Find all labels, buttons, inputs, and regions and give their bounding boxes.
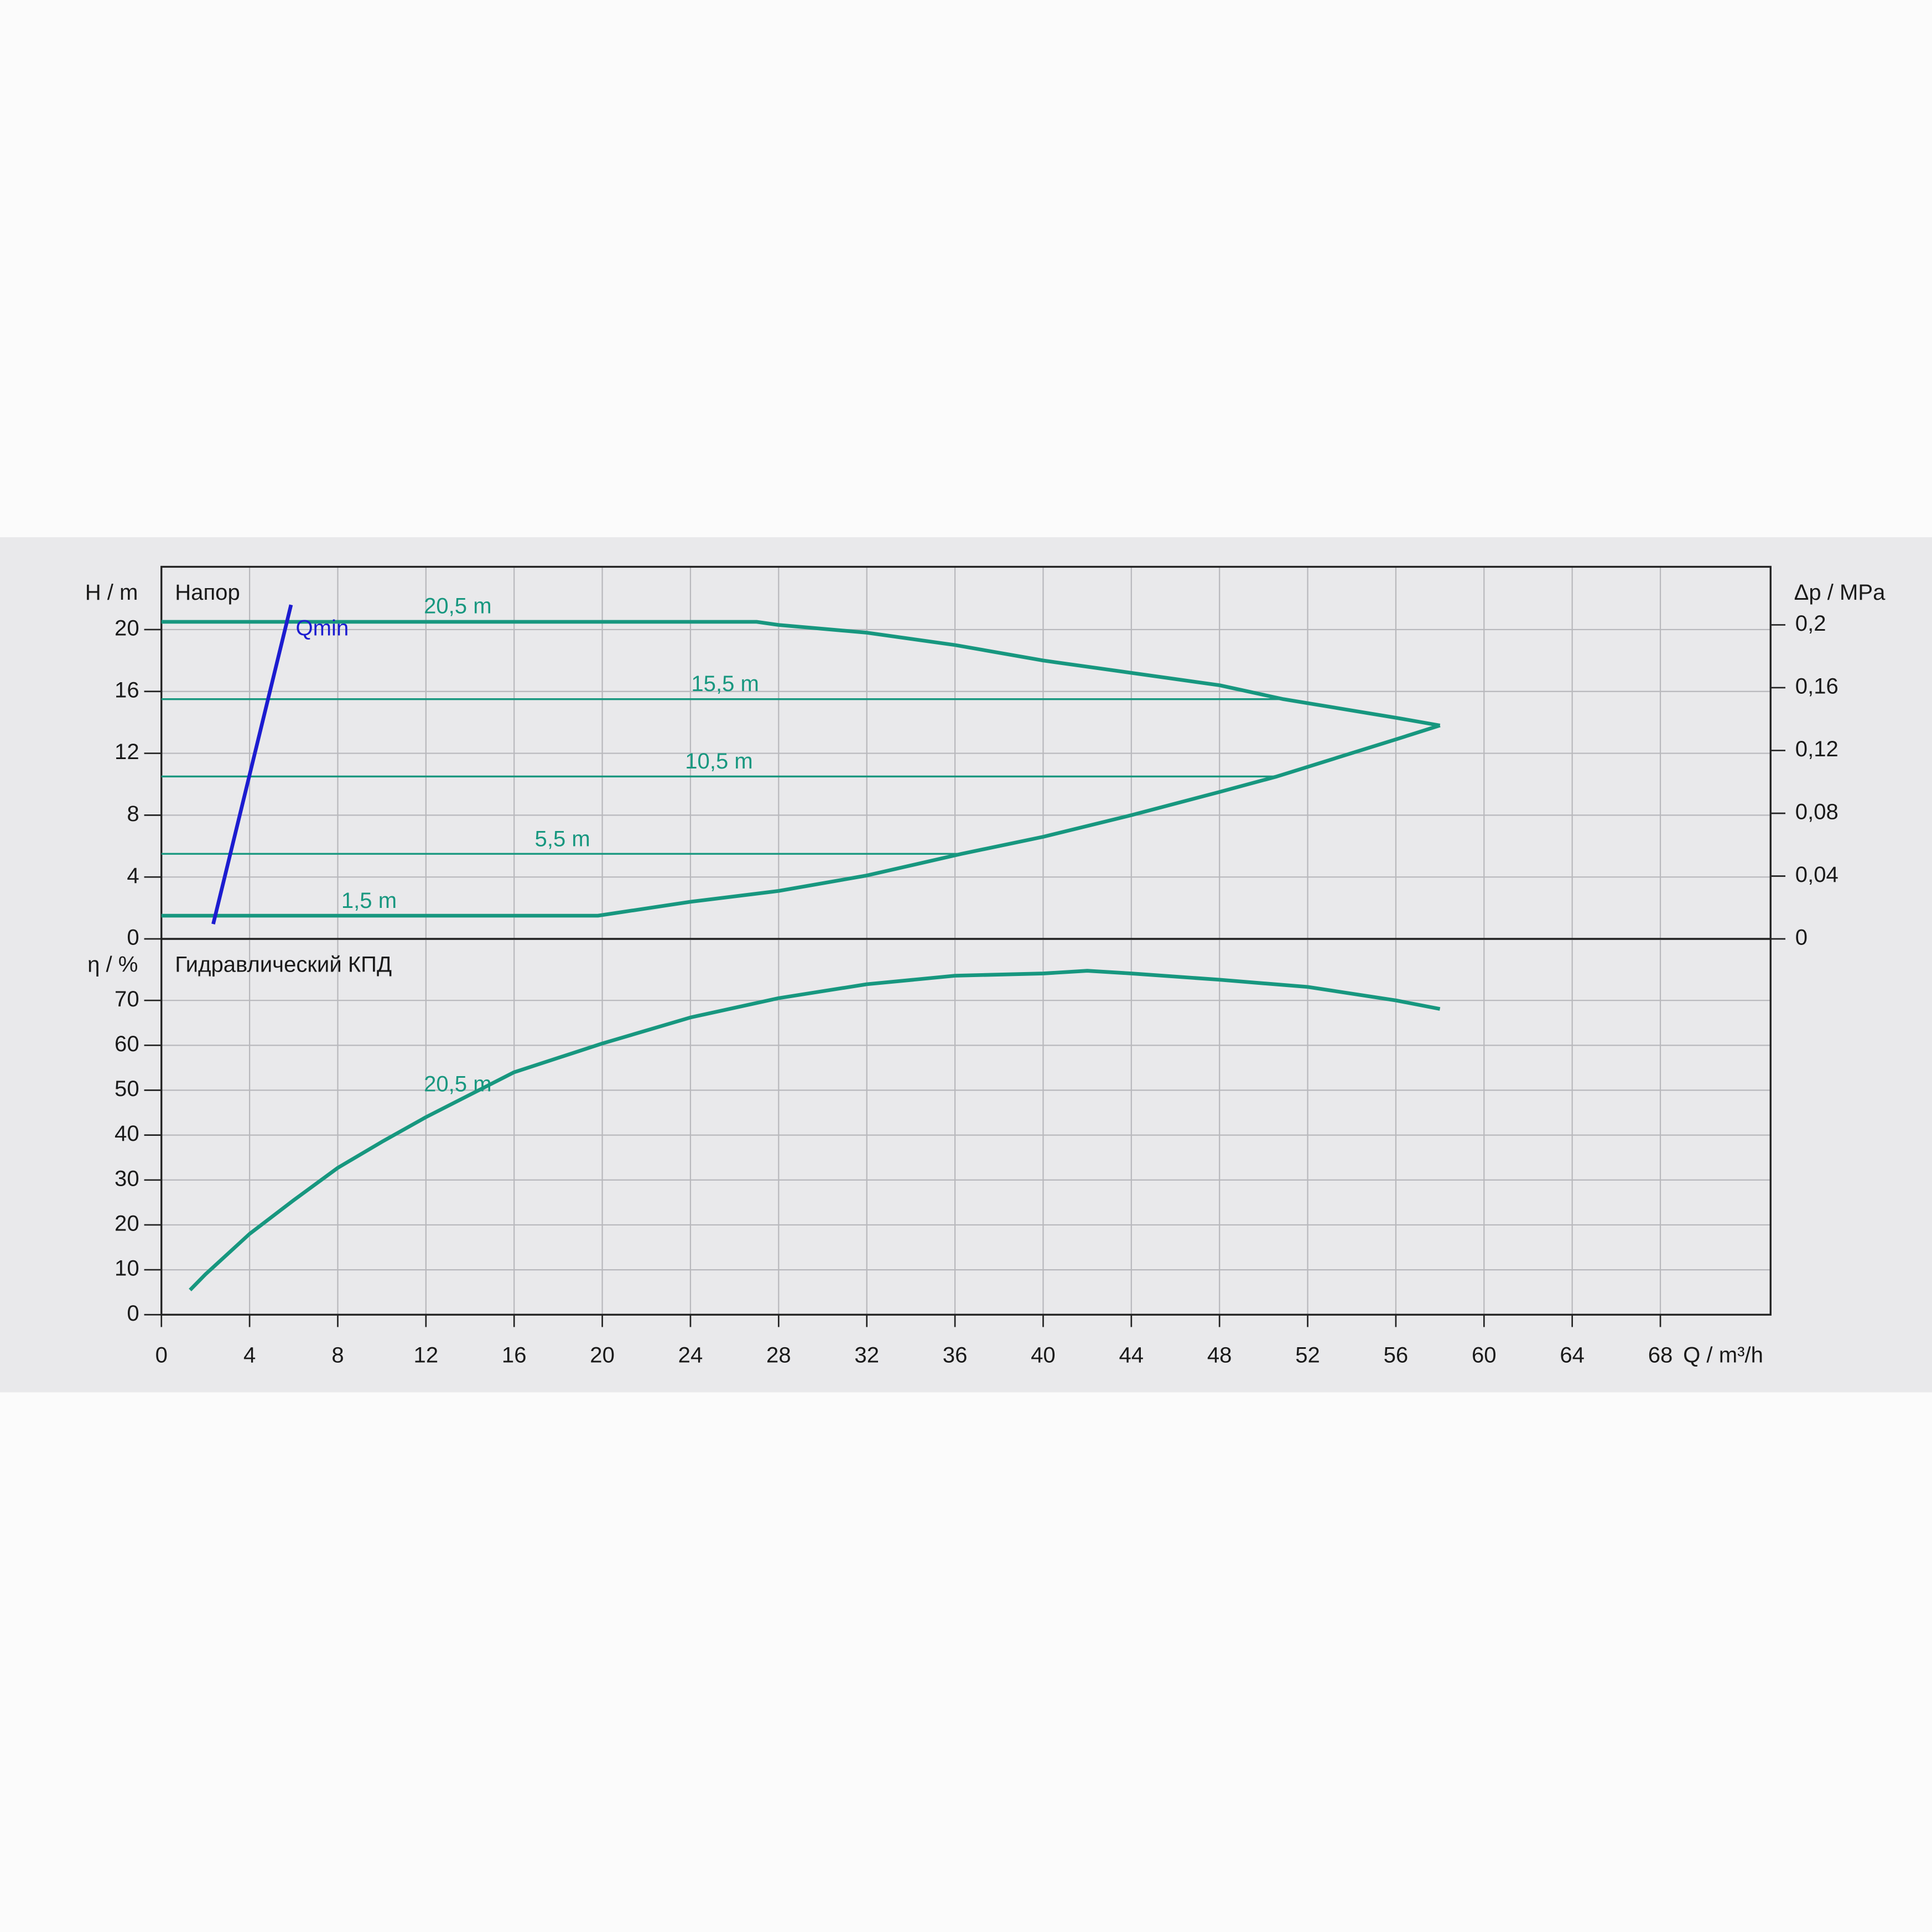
y-tick-label: 50	[115, 1077, 139, 1101]
x-tick-label: 56	[1384, 1343, 1409, 1368]
x-axis-label: Q / m³/h	[1683, 1343, 1763, 1368]
series-label: 15,5 m	[691, 672, 759, 696]
x-tick-label: 68	[1648, 1343, 1673, 1368]
y2-tick-label: 0,2	[1795, 611, 1826, 636]
series-label: 1,5 m	[341, 889, 397, 913]
chart-title: Гидравлический КПД	[175, 953, 392, 977]
y2-tick-label: 0,16	[1795, 674, 1838, 699]
y-tick-label: 0	[127, 926, 139, 950]
series-line	[189, 969, 1441, 1291]
plot-area	[161, 567, 1771, 1315]
y-tick-label: 60	[115, 1032, 139, 1056]
x-tick-label: 0	[155, 1343, 168, 1368]
y-tick-label: 20	[115, 616, 139, 641]
x-tick-label: 16	[502, 1343, 527, 1368]
y-tick-label: 70	[115, 987, 139, 1011]
y-tick-label: 12	[115, 740, 139, 764]
chart-title: Напор	[175, 580, 240, 605]
series-label: Qmin	[295, 616, 349, 641]
series-label: 20,5 m	[424, 1072, 492, 1097]
y2-axis-label: Δp / MPa	[1794, 580, 1886, 605]
y-tick-label: 16	[115, 678, 139, 702]
x-tick-label: 20	[590, 1343, 615, 1368]
series-line	[211, 604, 293, 925]
x-tick-label: 48	[1207, 1343, 1232, 1368]
x-tick-label: 40	[1031, 1343, 1056, 1368]
x-tick-label: 44	[1119, 1343, 1144, 1368]
series-label: 20,5 m	[424, 594, 492, 619]
x-tick-label: 52	[1295, 1343, 1320, 1368]
series-label: 10,5 m	[685, 749, 753, 773]
x-tick-label: 36	[943, 1343, 968, 1368]
x-tick-label: 28	[766, 1343, 791, 1368]
series-label: 5,5 m	[535, 827, 590, 851]
x-tick-label: 24	[678, 1343, 703, 1368]
y2-tick-label: 0,04	[1795, 863, 1838, 887]
x-tick-label: 12	[414, 1343, 439, 1368]
y-tick-label: 0	[127, 1301, 139, 1326]
y2-tick-label: 0,08	[1795, 800, 1838, 824]
x-tick-label: 60	[1472, 1343, 1497, 1368]
y2-tick-label: 0,12	[1795, 737, 1838, 761]
x-tick-label: 64	[1560, 1343, 1585, 1368]
y-tick-label: 10	[115, 1256, 139, 1281]
plot-frame	[160, 938, 1772, 1316]
y-tick-label: 20	[115, 1212, 139, 1236]
y-axis-label: η / %	[87, 953, 138, 977]
y-tick-label: 8	[127, 802, 139, 826]
y-tick-label: 40	[115, 1121, 139, 1146]
series-line	[161, 724, 1441, 918]
x-tick-label: 4	[243, 1343, 256, 1368]
y-axis-label: H / m	[85, 580, 138, 605]
y-tick-label: 30	[115, 1166, 139, 1191]
x-tick-label: 32	[854, 1343, 879, 1368]
series-line	[161, 620, 1441, 728]
y-tick-label: 4	[127, 864, 139, 888]
x-tick-label: 8	[331, 1343, 344, 1368]
y2-tick-label: 0	[1795, 926, 1808, 950]
